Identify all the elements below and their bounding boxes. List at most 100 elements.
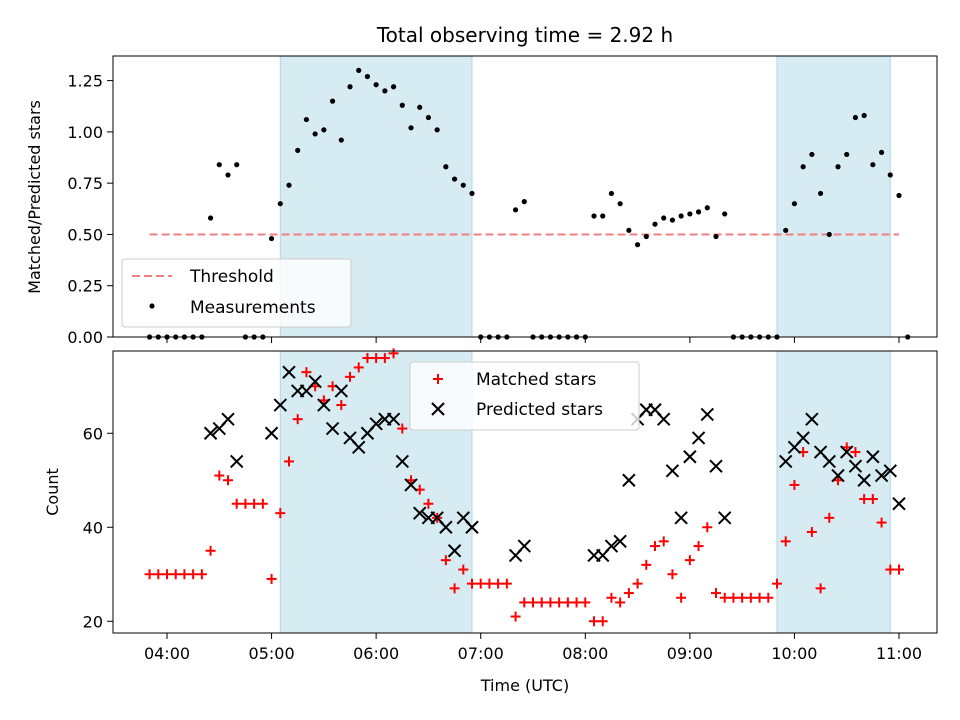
matched-point	[676, 592, 687, 603]
matched-point	[554, 597, 565, 608]
matched-point	[257, 498, 268, 509]
matched-point	[275, 508, 286, 519]
predicted-point	[822, 454, 836, 469]
predicted-point	[273, 398, 287, 412]
matched-point	[510, 611, 521, 622]
matched-point	[632, 578, 643, 589]
measurement-point	[417, 104, 423, 110]
ratio-legend-box	[121, 258, 352, 328]
y-tick-label: 40	[83, 518, 103, 537]
matched-point	[615, 597, 626, 608]
matched-point	[484, 578, 495, 589]
matched-point	[728, 592, 739, 603]
measurement-point	[600, 213, 606, 219]
matched-point	[205, 545, 216, 556]
matched-point	[684, 555, 695, 566]
predicted-point	[395, 454, 409, 469]
matched-point	[763, 592, 774, 603]
legend-matched-label: Matched stars	[476, 370, 596, 390]
matched-point	[179, 569, 190, 580]
measurement-point	[783, 227, 789, 233]
matched-point	[571, 597, 582, 608]
matched-point	[545, 597, 556, 608]
measurement-point	[626, 227, 632, 233]
predicted-point	[892, 497, 906, 511]
matched-point	[467, 578, 477, 589]
measurement-point	[652, 221, 658, 227]
ratio-shaded-intervals	[279, 55, 891, 338]
measurement-point	[661, 215, 667, 221]
predicted-point	[404, 478, 418, 492]
predicted-point	[805, 412, 819, 426]
predicted-point	[230, 454, 244, 469]
measurement-point	[695, 209, 702, 215]
predicted-point	[657, 412, 671, 426]
matched-stars-series	[144, 348, 904, 627]
measurement-point	[643, 233, 649, 240]
matched-point	[458, 564, 469, 575]
measurement-point	[809, 151, 815, 158]
matched-point	[353, 362, 364, 373]
matched-point	[449, 583, 460, 594]
matched-point	[772, 578, 782, 589]
measurement-point	[207, 215, 214, 221]
predicted-point	[325, 421, 340, 436]
measurement-point	[312, 131, 318, 137]
measurement-point	[678, 213, 684, 219]
ratio-axes-frame	[112, 55, 938, 338]
x-tick-label: 05:00	[249, 644, 295, 663]
matched-point	[667, 569, 678, 580]
measurement-point	[817, 190, 824, 197]
predicted-point	[386, 412, 401, 426]
ratio-y-axis-label: Matched/Predicted stars	[25, 100, 44, 294]
matched-point	[362, 353, 373, 364]
legend-measurements-label: Measurements	[190, 298, 316, 318]
y-tick-label: 1.25	[67, 72, 103, 91]
x-tick-label: 10:00	[771, 644, 817, 663]
matched-point	[702, 522, 713, 533]
predicted-point	[779, 454, 793, 469]
counts-y-ticks: 20 40 60	[83, 424, 113, 631]
ratio-x-ticks	[166, 337, 900, 343]
matched-point	[144, 569, 155, 580]
x-tick-label: 11:00	[876, 644, 922, 663]
matched-point	[292, 414, 303, 425]
measurement-point	[634, 242, 641, 248]
measurement-point	[469, 190, 475, 197]
measurement-point	[303, 116, 310, 123]
predicted-point	[352, 440, 366, 455]
matched-point	[214, 470, 225, 481]
predicted-point	[674, 511, 688, 525]
legend-matched-swatch	[433, 374, 443, 384]
matched-point	[379, 353, 390, 364]
measurement-point	[617, 201, 623, 207]
matched-point	[580, 597, 591, 608]
measurement-point	[225, 172, 231, 178]
matched-point	[501, 578, 512, 589]
predicted-point	[691, 431, 706, 445]
matched-point	[162, 569, 172, 580]
predicted-point	[840, 445, 854, 459]
predicted-point	[665, 464, 680, 478]
predicted-point	[709, 459, 723, 473]
predicted-point	[369, 417, 383, 431]
counts-y-axis-label: Count	[43, 468, 62, 516]
predicted-stars-series	[203, 365, 906, 563]
predicted-point	[282, 365, 296, 379]
matched-point	[562, 597, 573, 608]
matched-point	[815, 583, 826, 594]
x-tick-label: 04:00	[144, 644, 190, 663]
measurement-point	[521, 199, 527, 205]
measurement-point	[591, 213, 597, 219]
predicted-point	[439, 520, 453, 534]
predicted-point	[317, 398, 331, 412]
predicted-point	[848, 459, 863, 473]
y-tick-label: 0.50	[67, 225, 103, 244]
measurement-point	[835, 164, 841, 170]
matched-point	[475, 578, 486, 589]
x-tick-label: 06:00	[353, 644, 399, 663]
predicted-point	[203, 426, 218, 440]
predicted-point	[857, 473, 871, 487]
matched-point	[423, 498, 434, 509]
measurement-point	[390, 84, 397, 90]
